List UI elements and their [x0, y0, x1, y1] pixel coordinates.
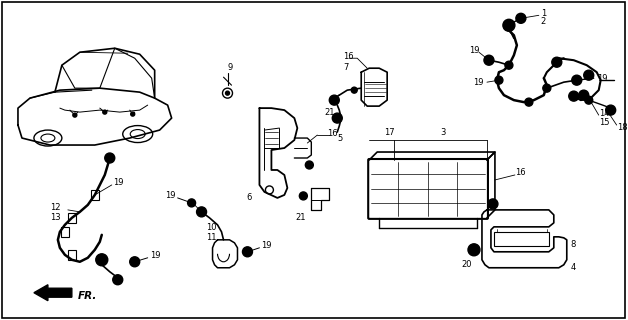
Circle shape [585, 96, 593, 104]
Bar [68, 250, 76, 260]
Text: 1: 1 [541, 9, 546, 18]
Text: 2: 2 [541, 17, 546, 26]
Text: 6: 6 [246, 193, 252, 203]
Bar [494, 232, 549, 246]
Text: 14: 14 [598, 108, 609, 118]
Circle shape [197, 207, 207, 217]
Circle shape [543, 84, 551, 92]
Bar [61, 227, 69, 237]
Circle shape [300, 192, 307, 200]
Circle shape [605, 105, 615, 115]
Text: 19: 19 [469, 46, 480, 55]
Text: 12: 12 [50, 204, 60, 212]
Circle shape [105, 153, 115, 163]
Circle shape [131, 112, 135, 116]
Circle shape [242, 247, 252, 257]
Text: 16: 16 [515, 168, 526, 178]
Circle shape [113, 275, 122, 285]
Circle shape [579, 90, 588, 100]
Text: 16: 16 [327, 129, 338, 138]
Circle shape [505, 61, 513, 69]
Text: 16: 16 [344, 52, 354, 61]
Circle shape [103, 110, 107, 114]
Text: 19: 19 [261, 241, 272, 250]
Circle shape [225, 91, 229, 95]
Text: 17: 17 [384, 128, 394, 137]
Text: 8: 8 [571, 240, 576, 249]
Circle shape [495, 76, 503, 84]
Text: 15: 15 [598, 117, 609, 127]
Text: 19: 19 [113, 179, 123, 188]
Circle shape [503, 19, 515, 31]
Text: 21: 21 [324, 108, 335, 116]
Bar [68, 213, 76, 223]
Circle shape [329, 95, 339, 105]
Circle shape [571, 75, 582, 85]
Text: 19: 19 [165, 191, 175, 200]
Text: 5: 5 [337, 133, 342, 142]
Text: 21: 21 [295, 213, 306, 222]
Circle shape [488, 199, 498, 209]
Circle shape [96, 254, 108, 266]
Text: 11: 11 [206, 233, 217, 242]
Circle shape [484, 55, 494, 65]
Text: 9: 9 [228, 63, 233, 72]
Text: 7: 7 [344, 63, 349, 72]
Text: 20: 20 [461, 260, 472, 269]
Circle shape [130, 257, 139, 267]
Text: 3: 3 [440, 128, 446, 137]
Circle shape [584, 70, 593, 80]
Circle shape [305, 161, 313, 169]
Circle shape [468, 244, 480, 256]
Text: 19: 19 [597, 74, 607, 83]
Text: 13: 13 [50, 213, 60, 222]
Circle shape [332, 113, 342, 123]
Bar [91, 190, 99, 200]
Circle shape [525, 98, 533, 106]
Circle shape [351, 87, 357, 93]
Circle shape [188, 199, 195, 207]
Text: FR.: FR. [78, 291, 97, 301]
Text: 10: 10 [206, 223, 217, 232]
Circle shape [569, 91, 579, 101]
Circle shape [73, 113, 77, 117]
Text: 19: 19 [149, 251, 160, 260]
Text: 18: 18 [617, 123, 627, 132]
Circle shape [516, 13, 526, 23]
Text: 19: 19 [473, 78, 484, 87]
FancyArrow shape [34, 285, 72, 301]
Text: 4: 4 [571, 263, 576, 272]
Circle shape [552, 57, 562, 67]
